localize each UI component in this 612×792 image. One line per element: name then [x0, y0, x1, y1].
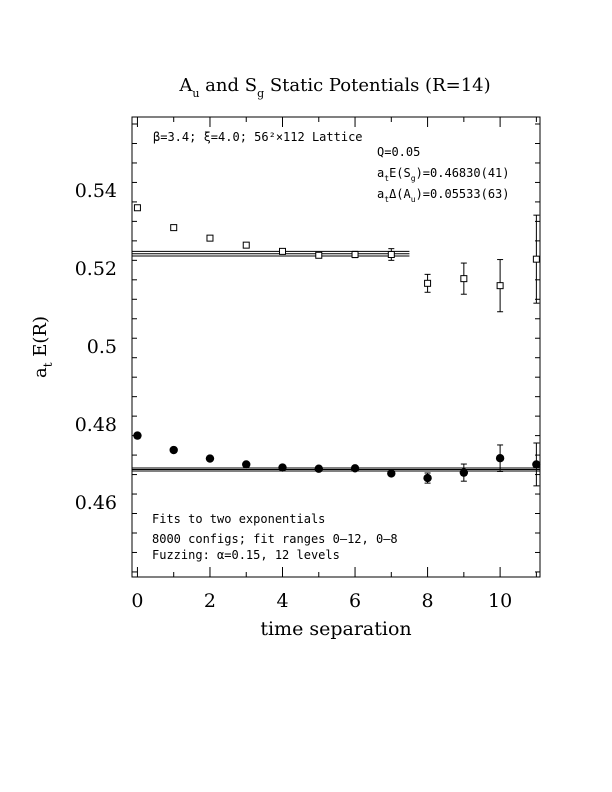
data-points: [133, 204, 541, 487]
fits-annotation: Fits to two exponentials: [152, 512, 325, 526]
data-point-square: [242, 241, 250, 249]
x-tick-labels: 0 2 4 6 8 10: [131, 590, 512, 612]
data-point-circle: [459, 468, 469, 477]
data-point-circle: [387, 469, 396, 478]
x-tick-label: 6: [349, 590, 361, 612]
fuzzing-annotation: Fuzzing: α=0.15, 12 levels: [152, 548, 340, 562]
data-point-circle: [169, 445, 178, 455]
y-tick-labels: 0.46 0.48 0.5 0.52 0.54: [75, 180, 117, 514]
chart-title: Au and Sg Static Potentials (R=14): [178, 75, 490, 100]
data-point-square: [460, 275, 468, 283]
x-tick-label: 10: [488, 590, 512, 612]
y-tick-label: 0.46: [75, 492, 117, 514]
data-point-circle: [314, 464, 323, 473]
data-point-circle: [133, 431, 142, 440]
data-point-circle: [278, 463, 287, 472]
data-point-circle: [495, 454, 505, 463]
x-tick-label: 2: [204, 590, 216, 612]
delta-annotation: atΔ(Au)=0.05533(63): [377, 187, 510, 204]
data-point-circle: [242, 460, 251, 469]
y-tick-label: 0.5: [87, 336, 117, 358]
y-tick-label: 0.48: [75, 414, 117, 436]
configs-annotation: 8000 configs; fit ranges 0–12, 0–8: [152, 532, 398, 546]
data-point-square: [387, 250, 395, 258]
x-axis-label: time separation: [260, 618, 411, 640]
data-point-circle: [532, 460, 541, 469]
data-point-square: [424, 279, 432, 287]
data-point-circle: [205, 454, 215, 463]
es-annotation: atE(Sg)=0.46830(41): [377, 166, 510, 183]
y-axis-label: at E(R): [30, 316, 55, 378]
plot-frame: [131, 116, 541, 578]
data-point-square: [315, 251, 323, 259]
y-tick-label: 0.52: [75, 258, 117, 280]
data-point-square: [532, 255, 540, 263]
data-point-square: [496, 282, 504, 290]
x-tick-label: 8: [422, 590, 434, 612]
data-point-square: [279, 247, 287, 255]
data-point-circle: [350, 464, 360, 473]
x-tick-label: 4: [276, 590, 288, 612]
q-annotation: Q=0.05: [377, 145, 420, 159]
data-point-square: [351, 250, 359, 258]
data-point-square: [133, 204, 141, 212]
y-tick-label: 0.54: [75, 180, 117, 202]
axis-ticks: [132, 117, 540, 577]
fit-lines: [132, 250, 540, 472]
x-tick-label: 0: [131, 590, 143, 612]
data-point-square: [170, 224, 178, 232]
lattice-annotation: β=3.4; ξ=4.0; 56²×112 Lattice: [153, 130, 363, 144]
data-point-circle: [423, 473, 432, 483]
data-point-square: [206, 234, 214, 242]
